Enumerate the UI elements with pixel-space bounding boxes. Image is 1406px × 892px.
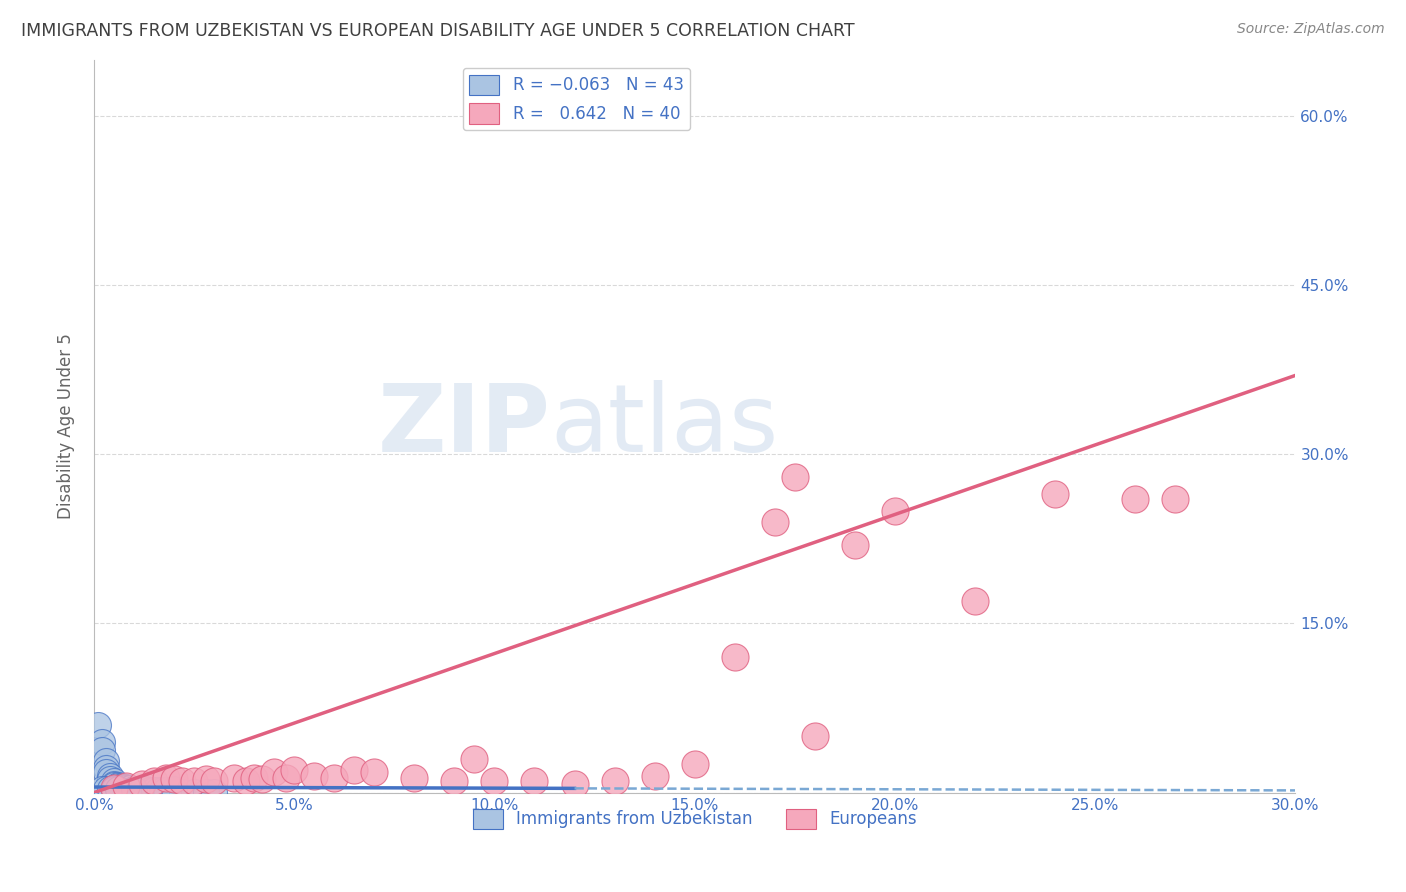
Text: atlas: atlas: [551, 380, 779, 472]
Point: [724, 650, 747, 665]
Point: [170, 784, 193, 798]
Point: [98, 769, 121, 783]
Point: [804, 729, 827, 743]
Point: [202, 774, 225, 789]
Point: [143, 783, 166, 797]
Point: [243, 771, 266, 785]
Point: [343, 763, 366, 777]
Point: [443, 774, 465, 789]
Point: [263, 765, 285, 780]
Point: [103, 782, 125, 797]
Point: [118, 781, 141, 796]
Point: [235, 774, 257, 789]
Point: [143, 774, 166, 789]
Point: [111, 779, 134, 793]
Point: [131, 782, 153, 797]
Point: [122, 782, 145, 797]
Point: [139, 783, 162, 797]
Point: [98, 772, 121, 786]
Point: [115, 780, 138, 794]
Point: [107, 782, 129, 797]
Point: [844, 537, 866, 551]
Point: [131, 782, 153, 797]
Point: [146, 783, 169, 797]
Point: [107, 778, 129, 792]
Point: [1043, 487, 1066, 501]
Point: [107, 779, 129, 793]
Point: [122, 782, 145, 797]
Point: [224, 771, 246, 785]
Point: [644, 769, 666, 783]
Point: [170, 774, 193, 789]
Point: [404, 771, 426, 785]
Point: [127, 782, 149, 797]
Point: [783, 470, 806, 484]
Point: [195, 772, 218, 786]
Point: [363, 765, 385, 780]
Point: [564, 777, 586, 791]
Point: [202, 784, 225, 798]
Point: [103, 777, 125, 791]
Point: [163, 783, 186, 797]
Point: [183, 774, 205, 789]
Point: [122, 782, 145, 797]
Point: [118, 781, 141, 796]
Point: [143, 783, 166, 797]
Text: IMMIGRANTS FROM UZBEKISTAN VS EUROPEAN DISABILITY AGE UNDER 5 CORRELATION CHART: IMMIGRANTS FROM UZBEKISTAN VS EUROPEAN D…: [21, 22, 855, 40]
Point: [163, 782, 186, 797]
Text: Source: ZipAtlas.com: Source: ZipAtlas.com: [1237, 22, 1385, 37]
Point: [115, 779, 138, 793]
Point: [91, 735, 114, 749]
Point: [91, 743, 114, 757]
Point: [963, 594, 986, 608]
Point: [155, 783, 177, 797]
Point: [131, 777, 153, 791]
Point: [87, 718, 110, 732]
Point: [155, 771, 177, 785]
Point: [115, 781, 138, 796]
Point: [94, 761, 117, 775]
Point: [302, 769, 325, 783]
Point: [91, 782, 114, 797]
Point: [135, 782, 157, 797]
Point: [1164, 492, 1187, 507]
Point: [183, 784, 205, 798]
Point: [94, 765, 117, 780]
Point: [276, 771, 298, 785]
Point: [683, 757, 706, 772]
Point: [1123, 492, 1146, 507]
Point: [484, 774, 506, 789]
Point: [195, 784, 218, 798]
Point: [94, 782, 117, 797]
Point: [163, 772, 186, 786]
Point: [98, 782, 121, 797]
Point: [523, 774, 546, 789]
Y-axis label: Disability Age Under 5: Disability Age Under 5: [58, 334, 75, 519]
Point: [94, 754, 117, 768]
Point: [250, 772, 273, 786]
Legend: Immigrants from Uzbekistan, Europeans: Immigrants from Uzbekistan, Europeans: [465, 802, 924, 836]
Point: [323, 771, 346, 785]
Point: [463, 752, 485, 766]
Point: [103, 781, 125, 796]
Point: [283, 763, 305, 777]
Point: [150, 783, 173, 797]
Point: [103, 774, 125, 789]
Point: [111, 780, 134, 794]
Point: [763, 515, 786, 529]
Text: ZIP: ZIP: [378, 380, 551, 472]
Point: [103, 778, 125, 792]
Point: [884, 504, 907, 518]
Point: [603, 774, 626, 789]
